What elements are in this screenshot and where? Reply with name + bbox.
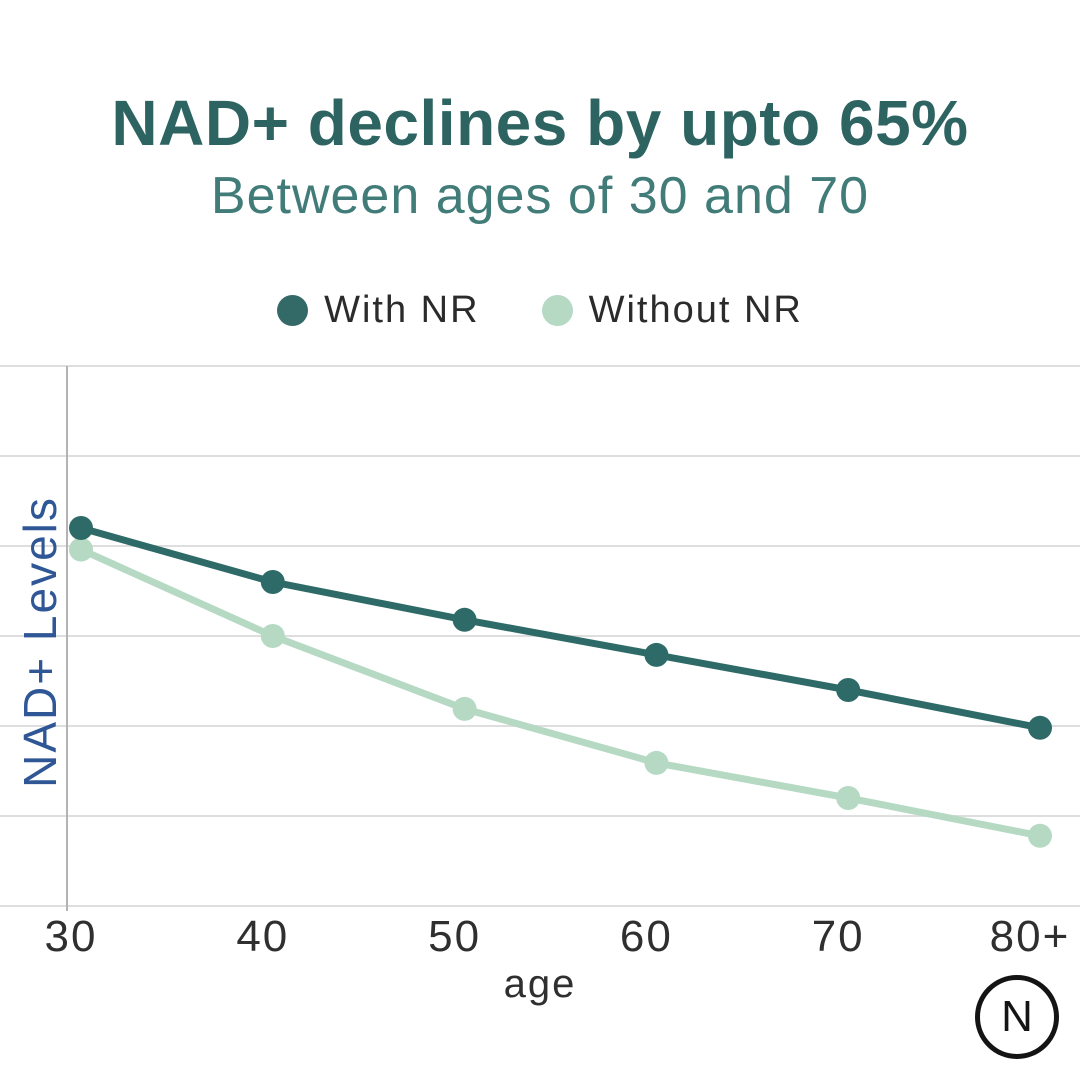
x-tick-label: 80+ xyxy=(989,912,1071,961)
x-tick-label: 30 xyxy=(44,912,98,961)
legend-label: With NR xyxy=(324,288,480,331)
page-title: NAD+ declines by upto 65% xyxy=(111,87,969,159)
y-axis-label: NAD+ Levels xyxy=(14,496,66,788)
series-line-with-nr xyxy=(77,524,1044,732)
data-point-without-nr xyxy=(644,750,669,775)
legend: With NR Without NR xyxy=(0,288,1080,332)
page-subtitle: Between ages of 30 and 70 xyxy=(210,167,870,226)
x-tick-label: 40 xyxy=(236,912,290,961)
x-tick-label: 50 xyxy=(428,912,482,961)
data-point-without-nr xyxy=(69,537,93,562)
data-point-with-nr xyxy=(644,642,669,667)
data-point-without-nr xyxy=(1028,823,1052,848)
legend-item-without-nr: Without NR xyxy=(541,288,803,332)
brand-logo: N xyxy=(975,975,1059,1059)
data-point-without-nr xyxy=(260,624,285,648)
x-tick-label: 70 xyxy=(811,912,865,961)
legend-dot-with-nr xyxy=(277,294,309,326)
data-point-with-nr xyxy=(1028,715,1052,740)
legend-label: Without NR xyxy=(588,288,803,331)
data-point-without-nr xyxy=(452,696,477,721)
series-line-without-nr xyxy=(77,546,1044,840)
legend-dot-without-nr xyxy=(541,294,573,326)
x-tick-label: 60 xyxy=(619,912,673,961)
data-point-with-nr xyxy=(69,516,93,540)
data-point-with-nr xyxy=(260,570,285,594)
x-axis-title: age xyxy=(503,962,577,1006)
header: NAD+ declines by upto 65% Between ages o… xyxy=(0,88,1080,226)
data-point-with-nr xyxy=(452,607,477,632)
data-point-without-nr xyxy=(836,786,861,810)
brand-logo-letter: N xyxy=(1001,992,1033,1041)
data-point-with-nr xyxy=(836,678,861,702)
legend-item-with-nr: With NR xyxy=(277,289,479,332)
